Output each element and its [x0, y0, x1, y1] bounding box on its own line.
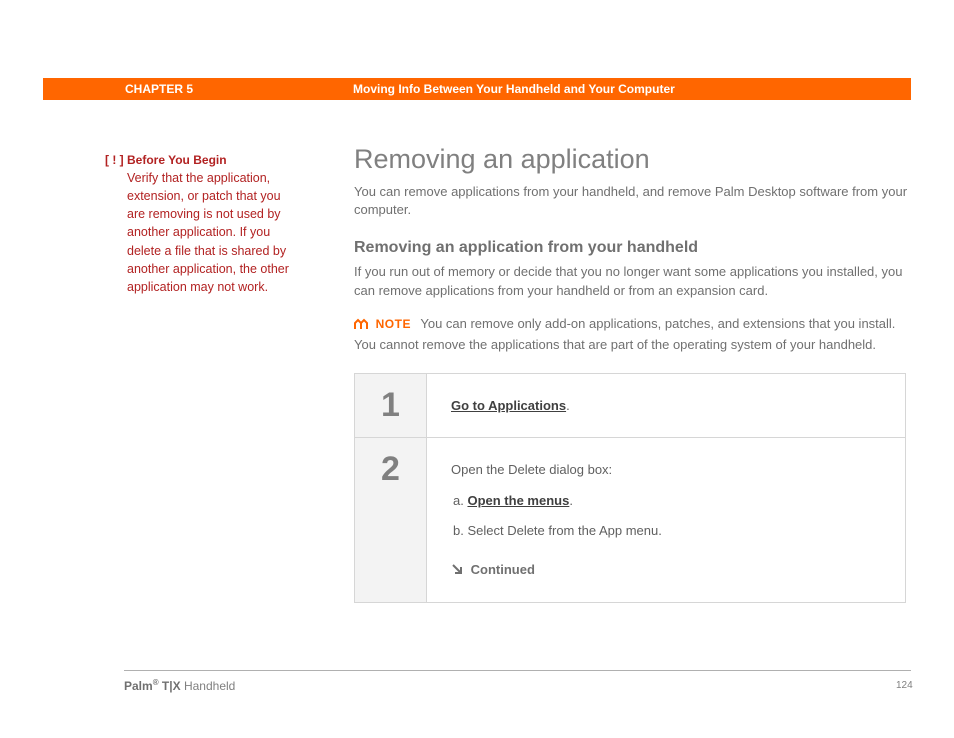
- footer-model: T|X: [159, 679, 181, 693]
- step-1-period: .: [566, 398, 570, 413]
- note-label: NOTE: [376, 317, 411, 331]
- continued-row: Continued: [451, 560, 881, 582]
- before-you-begin-text: Verify that the application, extension, …: [105, 169, 290, 296]
- footer-brand-name: Palm: [124, 679, 153, 693]
- page-number: 124: [896, 680, 913, 691]
- continued-arrow-icon: [451, 561, 463, 582]
- step-2-intro: Open the Delete dialog box:: [451, 460, 881, 481]
- chapter-title: Moving Info Between Your Handheld and Yo…: [353, 82, 675, 96]
- note-block: NOTE You can remove only add-on applicat…: [354, 314, 909, 355]
- footer-suffix: Handheld: [181, 679, 236, 693]
- continued-label: Continued: [471, 562, 535, 577]
- before-you-begin-sidebar: [ ! ] Before You Begin Verify that the a…: [105, 153, 290, 296]
- footer-rule: [124, 670, 911, 671]
- note-text: You can remove only add-on applications,…: [354, 316, 895, 353]
- step-number: 1: [355, 386, 426, 425]
- go-to-applications-link[interactable]: Go to Applications: [451, 398, 566, 413]
- sub-step-b: b. Select Delete from the App menu.: [451, 521, 881, 542]
- steps-table: 1 Go to Applications. 2 Open the Delete …: [354, 373, 906, 603]
- footer-brand: Palm® T|X Handheld: [124, 678, 235, 693]
- sub-step-a: a. Open the menus.: [451, 491, 881, 512]
- intro-paragraph: You can remove applications from your ha…: [354, 183, 909, 219]
- step-number: 2: [355, 450, 426, 489]
- step-body-cell: Go to Applications.: [427, 373, 906, 437]
- open-the-menus-link[interactable]: Open the menus: [467, 493, 569, 508]
- page-title: Removing an application: [354, 144, 909, 175]
- step-body-cell: Open the Delete dialog box: a. Open the …: [427, 437, 906, 602]
- step-row-2: 2 Open the Delete dialog box: a. Open th…: [355, 437, 906, 602]
- sub-step-a-period: .: [569, 493, 573, 508]
- main-content: Removing an application You can remove a…: [354, 144, 909, 603]
- note-icon: [354, 316, 368, 336]
- step-row-1: 1 Go to Applications.: [355, 373, 906, 437]
- sub-step-a-prefix: a.: [453, 493, 467, 508]
- section-heading: Removing an application from your handhe…: [354, 239, 909, 257]
- section-body: If you run out of memory or decide that …: [354, 263, 909, 299]
- step-number-cell: 1: [355, 373, 427, 437]
- chapter-label: CHAPTER 5: [125, 82, 193, 96]
- step-number-cell: 2: [355, 437, 427, 602]
- chapter-header-bar: CHAPTER 5 Moving Info Between Your Handh…: [43, 78, 911, 100]
- before-you-begin-label: [ ! ] Before You Begin: [105, 153, 290, 167]
